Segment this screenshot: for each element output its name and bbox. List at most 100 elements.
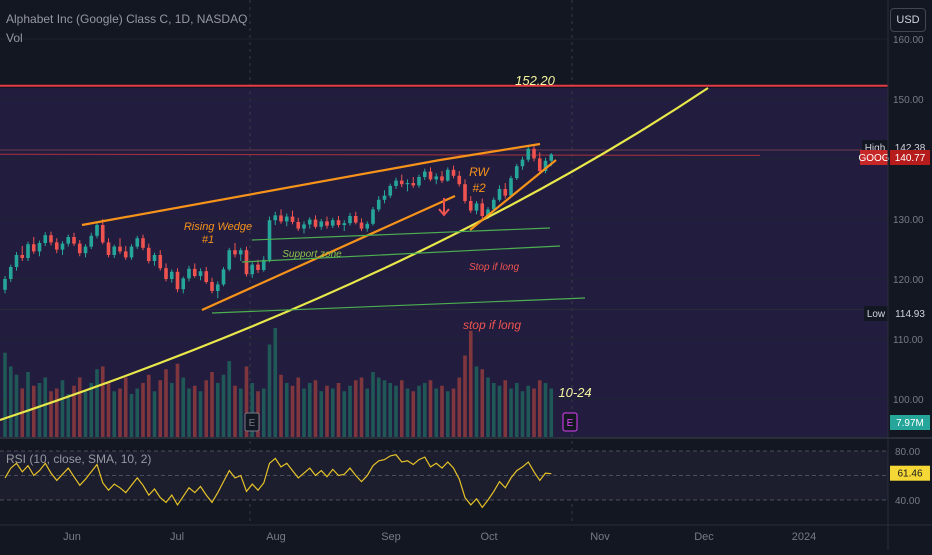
volume-bar [221, 374, 226, 438]
volume-bar [537, 380, 542, 438]
candle-body [54, 242, 59, 250]
low-value: 114.93 [895, 309, 925, 320]
candle-body [66, 237, 71, 244]
candle-body [428, 171, 433, 180]
low-value-bg [890, 306, 930, 321]
target-price-label: 152.20 [515, 73, 556, 88]
volume-bar [89, 383, 94, 438]
volume-bar [307, 383, 312, 438]
candle-body [399, 180, 404, 185]
candle-body [296, 222, 301, 229]
volume-bar [526, 385, 531, 438]
volume-bar [3, 352, 7, 438]
candle-body [31, 244, 36, 252]
volume-bar [26, 372, 30, 438]
candle-body [106, 242, 111, 255]
candle-body [457, 175, 462, 185]
candle-body [238, 250, 243, 255]
candle-body [273, 215, 278, 221]
candle-body [187, 268, 191, 279]
volume-bar [152, 391, 157, 438]
volume-bar [123, 377, 128, 438]
candle-body [388, 186, 393, 196]
currency-button[interactable]: USD [890, 8, 926, 32]
candle-body [261, 259, 266, 270]
candle-body [503, 189, 508, 196]
volume-bar [204, 380, 209, 438]
volume-bar [330, 388, 335, 438]
stop-if-long-label-1: Stop if long [469, 262, 519, 273]
price-tick-label: 120.00 [893, 275, 924, 286]
candle-body [526, 148, 531, 160]
volume-bar [273, 328, 278, 438]
candle-body [89, 235, 94, 247]
candle-body [95, 225, 99, 236]
volume-bar [376, 377, 381, 438]
candle-body [169, 271, 174, 279]
goog-value: 140.77 [895, 153, 926, 164]
low-label-bg [864, 306, 888, 321]
volume-bar [233, 385, 237, 438]
candle-body [192, 268, 197, 276]
candle-body [365, 223, 370, 229]
long-term-trend-curve [0, 87, 709, 422]
candle-body [382, 195, 387, 200]
volume-bar [60, 380, 65, 438]
candle-body [451, 169, 456, 176]
volume-bar [422, 383, 427, 438]
candle-body [325, 221, 329, 226]
volume-bar [141, 383, 145, 438]
candle-body [319, 221, 324, 227]
goog-value-bg [890, 150, 930, 165]
rising-wedge-2-label: RW [469, 165, 490, 179]
high-label: High [865, 143, 886, 154]
volume-bar [129, 394, 134, 438]
candle-body [100, 225, 105, 243]
candle-body [26, 244, 30, 258]
support-line-2 [241, 245, 561, 263]
candle-body [394, 180, 398, 186]
volume-bar [440, 385, 444, 438]
candle-body [210, 282, 214, 291]
stop-if-long-label-2: stop if long [463, 318, 521, 332]
time-tick-label: Nov [590, 531, 610, 543]
candle-body [486, 209, 490, 216]
volume-bar [394, 385, 398, 438]
candle-body [135, 238, 140, 247]
candle-body [284, 216, 289, 222]
volume-bar [169, 383, 174, 438]
volume-bar [468, 330, 473, 438]
volume-bar [164, 369, 168, 438]
candle-body [445, 169, 450, 181]
volume-bar [399, 380, 404, 438]
earnings-marker-letter: E [249, 418, 256, 429]
price-tick-label: 130.00 [893, 215, 924, 226]
volume-bar [463, 355, 467, 438]
volume-bar [215, 383, 220, 438]
candle-body [543, 160, 548, 171]
rising-wedge-1-label: Rising Wedge [184, 221, 252, 233]
volume-bar [192, 385, 197, 438]
candle-body [112, 246, 117, 255]
volume-bar [187, 388, 191, 438]
candle-body [256, 264, 260, 270]
price-tick-label: 150.00 [893, 95, 924, 106]
candle-body [3, 279, 7, 290]
volume-bar [175, 363, 180, 438]
candle-body [221, 269, 226, 285]
candle-body [204, 271, 209, 282]
volume-bar [319, 391, 324, 438]
earnings-marker[interactable] [562, 412, 578, 432]
candle-body [509, 178, 513, 196]
volume-bar [83, 391, 88, 438]
volume-bar [486, 377, 490, 438]
candle-body [440, 176, 444, 181]
volume-bar [296, 377, 301, 438]
candle-body [336, 220, 341, 225]
volume-bar [348, 385, 352, 438]
candle-body [158, 255, 163, 269]
volume-bar [244, 366, 249, 438]
volume-bar [31, 385, 36, 438]
earnings-marker[interactable] [244, 412, 260, 432]
